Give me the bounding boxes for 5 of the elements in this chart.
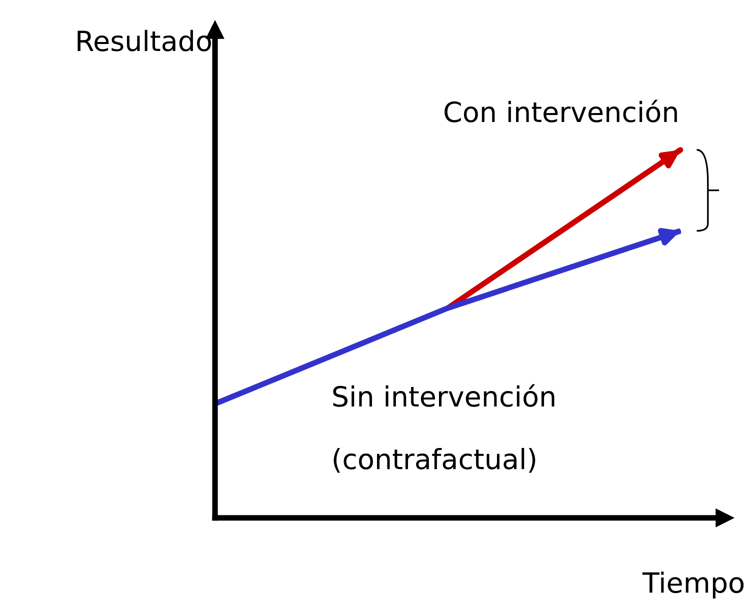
y-axis-title: Resultado	[78, 30, 211, 52]
series-label: Sin intervención	[333, 384, 554, 407]
series-label: Con intervención	[444, 100, 677, 122]
annotation: (contrafactual)	[334, 448, 536, 473]
x-axis-title: Tiempo	[642, 572, 744, 598]
